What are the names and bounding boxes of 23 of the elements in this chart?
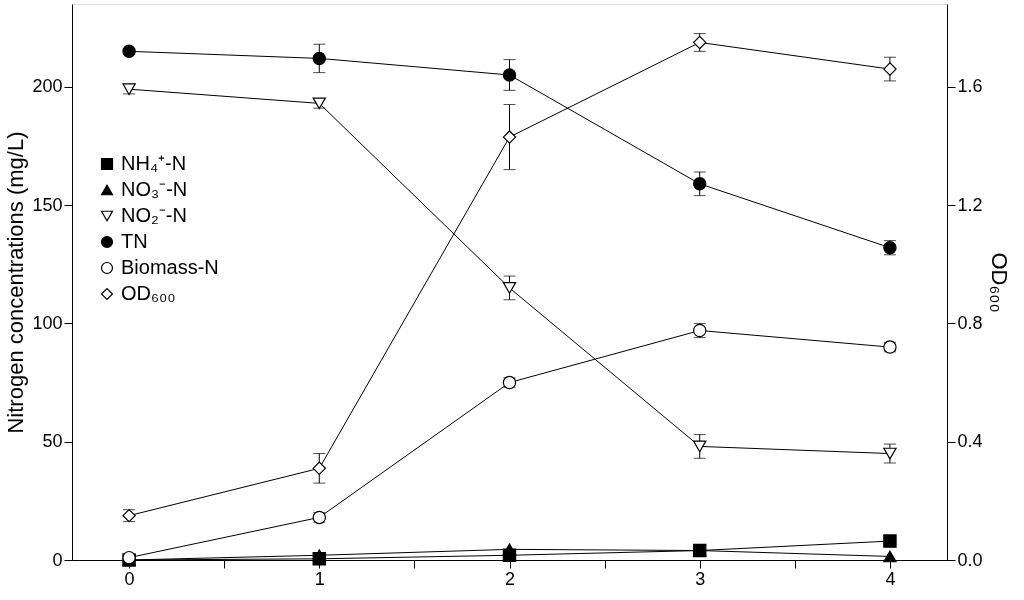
y-tick-label: 100 [32, 312, 63, 333]
y2-axis-title: OD₆₀₀ [986, 252, 1012, 313]
x-tick-label: 1 [314, 568, 325, 589]
y2-tick-label: 0.8 [957, 312, 983, 333]
y-tick-label: 0 [52, 549, 63, 570]
y-tick-label: 200 [32, 76, 63, 97]
x-tick-label: 3 [695, 568, 706, 589]
legend-label: NH₄⁺-N [121, 152, 187, 174]
x-tick-label: 0 [124, 568, 135, 589]
y2-tick-label: 1.2 [957, 194, 983, 215]
y-tick-label: 50 [42, 431, 63, 452]
y2-tick-label: 0.4 [957, 431, 983, 452]
legend-label: TN [121, 230, 148, 252]
legend-label: NO₂⁻-N [121, 204, 187, 226]
x-tick-label: 4 [885, 568, 896, 589]
legend-label: NO₃⁻-N [121, 178, 188, 200]
y-axis-title: Nitrogen concentrations (mg/L) [3, 131, 29, 434]
y2-tick-label: 1.6 [957, 76, 983, 97]
y2-tick-label: 0.0 [957, 549, 983, 570]
x-tick-label: 2 [504, 568, 516, 589]
y-tick-label: 150 [32, 194, 63, 215]
legend-label: Biomass-N [121, 256, 219, 278]
legend-label: OD₆₀₀ [121, 282, 176, 304]
